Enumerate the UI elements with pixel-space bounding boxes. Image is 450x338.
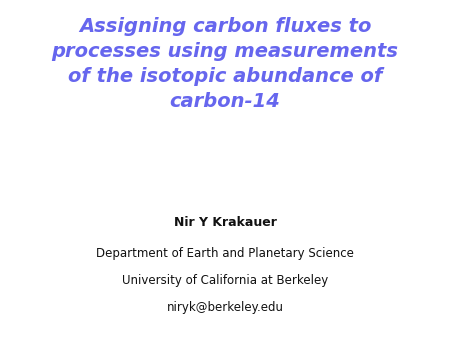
Text: Nir Y Krakauer: Nir Y Krakauer	[174, 216, 276, 229]
Text: University of California at Berkeley: University of California at Berkeley	[122, 274, 328, 287]
Text: niryk@berkeley.edu: niryk@berkeley.edu	[166, 301, 284, 314]
Text: Assigning carbon fluxes to
processes using measurements
of the isotopic abundanc: Assigning carbon fluxes to processes usi…	[51, 17, 399, 111]
Text: Department of Earth and Planetary Science: Department of Earth and Planetary Scienc…	[96, 247, 354, 260]
